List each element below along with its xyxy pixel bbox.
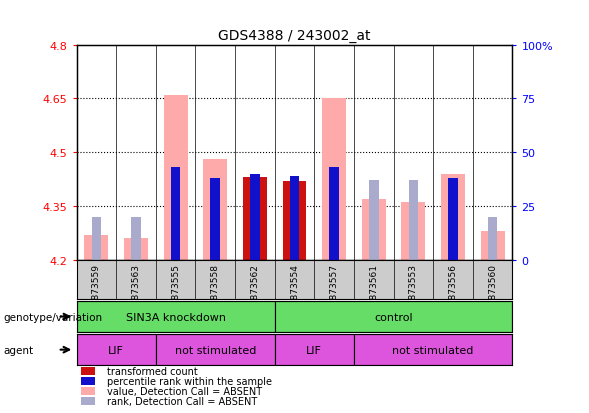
Bar — [171, 168, 180, 260]
Text: percentile rank within the sample: percentile rank within the sample — [107, 376, 272, 386]
Text: GSM873558: GSM873558 — [211, 263, 220, 318]
Bar — [369, 181, 379, 260]
Bar — [448, 178, 458, 260]
Bar — [274, 301, 512, 332]
Bar — [203, 160, 227, 260]
Bar — [362, 199, 386, 260]
Text: value, Detection Call = ABSENT: value, Detection Call = ABSENT — [107, 386, 262, 396]
Text: GSM873554: GSM873554 — [290, 263, 299, 318]
Bar — [210, 178, 220, 260]
Text: GSM873555: GSM873555 — [171, 263, 180, 318]
Text: GSM873553: GSM873553 — [409, 263, 418, 318]
Text: GSM873556: GSM873556 — [448, 263, 458, 318]
Text: GSM873561: GSM873561 — [369, 263, 378, 318]
Text: GSM873563: GSM873563 — [131, 263, 141, 318]
Bar — [283, 181, 306, 260]
Text: SIN3A knockdown: SIN3A knockdown — [125, 312, 226, 322]
Text: LIF: LIF — [306, 345, 322, 355]
Text: GSM873562: GSM873562 — [250, 263, 259, 318]
Bar — [81, 387, 95, 395]
Bar — [290, 176, 299, 260]
Text: GSM873560: GSM873560 — [488, 263, 497, 318]
Bar — [409, 181, 418, 260]
Bar — [481, 232, 505, 260]
Bar — [488, 217, 497, 260]
Bar — [77, 301, 274, 332]
Bar — [124, 239, 148, 260]
Bar — [402, 203, 425, 260]
Bar — [441, 174, 465, 260]
Text: LIF: LIF — [108, 345, 124, 355]
Bar — [92, 217, 101, 260]
Text: agent: agent — [3, 345, 33, 355]
Text: GSM873559: GSM873559 — [92, 263, 101, 318]
Title: GDS4388 / 243002_at: GDS4388 / 243002_at — [219, 29, 370, 43]
Bar — [156, 335, 274, 366]
Bar — [164, 95, 187, 260]
Text: GSM873557: GSM873557 — [330, 263, 339, 318]
Bar — [131, 217, 141, 260]
Bar — [322, 99, 346, 260]
Bar — [354, 335, 512, 366]
Bar — [243, 178, 267, 260]
Text: control: control — [374, 312, 413, 322]
Bar — [81, 377, 95, 385]
Bar — [77, 335, 156, 366]
Bar — [84, 235, 108, 260]
Bar — [274, 335, 354, 366]
Text: not stimulated: not stimulated — [174, 345, 256, 355]
Text: not stimulated: not stimulated — [392, 345, 474, 355]
Bar — [81, 397, 95, 405]
Text: genotype/variation: genotype/variation — [3, 312, 102, 322]
Bar — [250, 174, 260, 260]
Text: rank, Detection Call = ABSENT: rank, Detection Call = ABSENT — [107, 396, 257, 406]
Bar — [81, 367, 95, 375]
Bar — [329, 168, 339, 260]
Text: transformed count: transformed count — [107, 366, 198, 376]
